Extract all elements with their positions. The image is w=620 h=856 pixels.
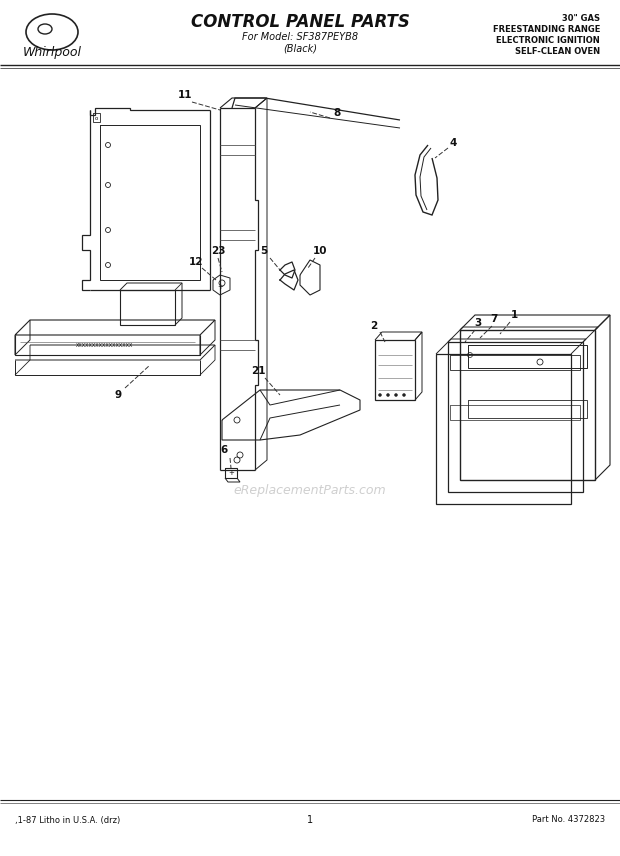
Text: CONTROL PANEL PARTS: CONTROL PANEL PARTS xyxy=(190,13,409,31)
Text: 3: 3 xyxy=(474,318,482,328)
Text: 7: 7 xyxy=(490,314,498,324)
Text: FREESTANDING RANGE: FREESTANDING RANGE xyxy=(493,25,600,33)
Text: eReplacementParts.com: eReplacementParts.com xyxy=(234,484,386,496)
Text: 10: 10 xyxy=(312,246,327,256)
Circle shape xyxy=(386,394,389,396)
Text: ELECTRONIC IGNITION: ELECTRONIC IGNITION xyxy=(496,35,600,45)
Text: 1: 1 xyxy=(307,815,313,825)
Text: 4: 4 xyxy=(450,138,457,148)
Text: XXXXXXXXXXXXXXXXX: XXXXXXXXXXXXXXXXX xyxy=(76,342,134,348)
Text: 2: 2 xyxy=(370,321,378,331)
Text: SELF-CLEAN OVEN: SELF-CLEAN OVEN xyxy=(515,46,600,56)
Text: Part No. 4372823: Part No. 4372823 xyxy=(532,816,605,824)
Text: 23: 23 xyxy=(211,246,225,256)
Text: 21: 21 xyxy=(250,366,265,376)
Text: o: o xyxy=(94,116,98,121)
Text: 1: 1 xyxy=(510,310,518,320)
Text: 11: 11 xyxy=(178,90,192,100)
Text: 6: 6 xyxy=(220,445,228,455)
Text: Whirlpool: Whirlpool xyxy=(22,45,81,58)
Text: ,1-87 Litho in U.S.A. (drz): ,1-87 Litho in U.S.A. (drz) xyxy=(15,816,120,824)
Text: 5: 5 xyxy=(260,246,268,256)
Text: For Model: SF387PEYB8: For Model: SF387PEYB8 xyxy=(242,32,358,42)
Text: 8: 8 xyxy=(334,108,340,118)
Text: (Black): (Black) xyxy=(283,43,317,53)
Text: 12: 12 xyxy=(188,257,203,267)
Circle shape xyxy=(402,394,405,396)
Text: 9: 9 xyxy=(115,390,122,400)
Text: +: + xyxy=(228,470,234,476)
Text: 30" GAS: 30" GAS xyxy=(562,14,600,22)
Text: +: + xyxy=(217,284,223,290)
Circle shape xyxy=(378,394,381,396)
Circle shape xyxy=(394,394,397,396)
